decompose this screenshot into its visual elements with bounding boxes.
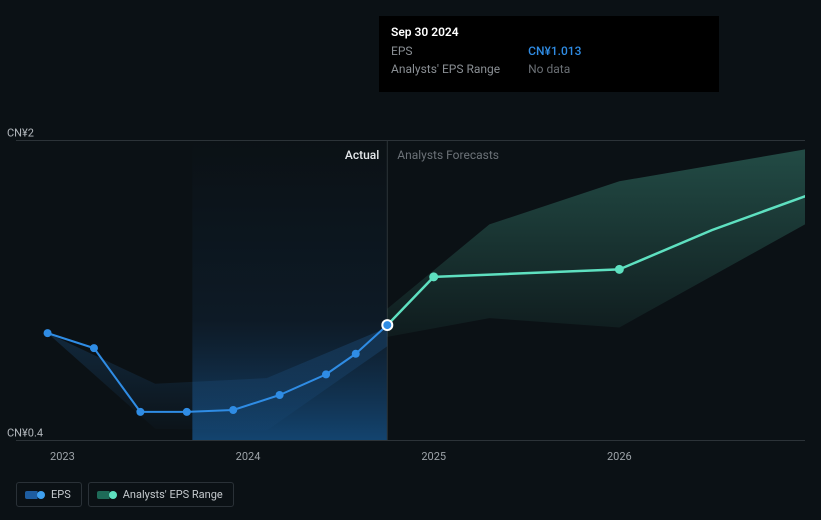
tooltip-date: Sep 30 2024 [391, 24, 707, 40]
legend-item-eps[interactable]: EPS [16, 482, 82, 507]
legend-swatch-eps [25, 491, 43, 499]
y-tick-label: CN¥2 [7, 127, 34, 140]
tooltip-row-value: No data [528, 60, 581, 78]
plot-area[interactable]: Actual Analysts Forecasts [16, 140, 805, 440]
eps-chart: Sep 30 2024 EPSCN¥1.013Analysts' EPS Ran… [0, 0, 821, 520]
tooltip-row-label: Analysts' EPS Range [391, 60, 528, 78]
chart-tooltip: Sep 30 2024 EPSCN¥1.013Analysts' EPS Ran… [379, 16, 719, 92]
x-tick-label: 2023 [50, 450, 75, 463]
chart-svg [16, 140, 805, 440]
tooltip-table: EPSCN¥1.013Analysts' EPS RangeNo data [391, 42, 581, 78]
tooltip-row-value: CN¥1.013 [528, 42, 581, 60]
x-tick-label: 2026 [607, 450, 632, 463]
x-tick-label: 2024 [236, 450, 261, 463]
legend: EPS Analysts' EPS Range [16, 482, 234, 507]
tooltip-row-label: EPS [391, 42, 528, 60]
x-tick-label: 2025 [421, 450, 446, 463]
gridline-bottom [16, 440, 805, 441]
legend-swatch-range [97, 491, 115, 499]
legend-label-range: Analysts' EPS Range [123, 488, 223, 501]
legend-label-eps: EPS [51, 488, 71, 501]
legend-item-range[interactable]: Analysts' EPS Range [88, 482, 234, 507]
